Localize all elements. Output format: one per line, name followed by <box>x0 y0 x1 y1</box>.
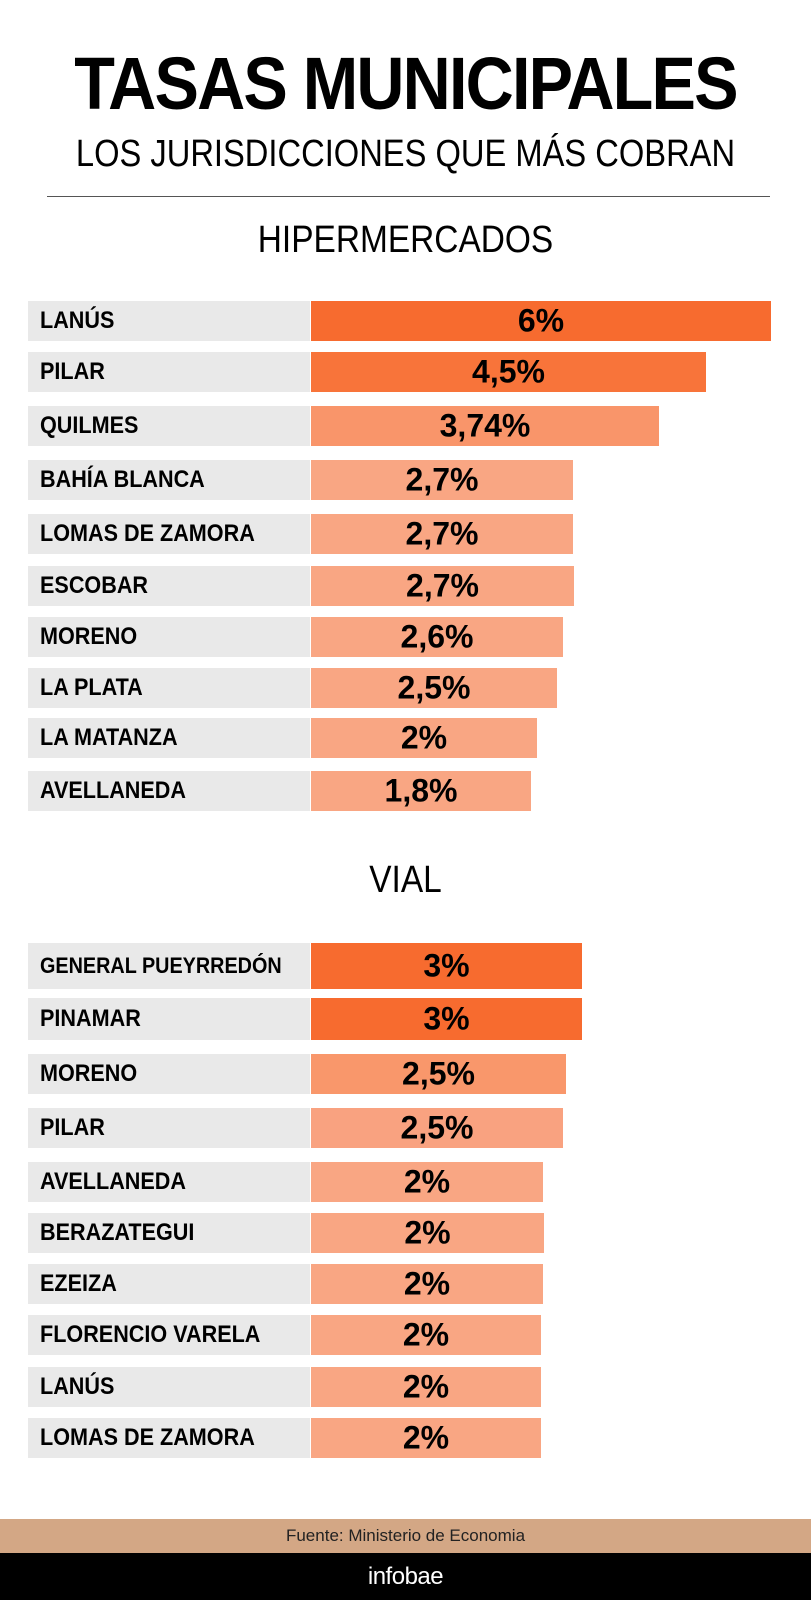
value-bar: 2,6% <box>311 617 563 657</box>
value-label: 2% <box>402 1316 450 1353</box>
value-label: 2,5% <box>402 1055 475 1092</box>
value-label: 6% <box>517 302 565 339</box>
category-label: ESCOBAR <box>40 572 149 599</box>
value-label: 2% <box>404 1214 451 1251</box>
category-label: PILAR <box>40 358 105 385</box>
value-label: 2,6% <box>400 618 474 655</box>
value-bar: 2% <box>311 1418 541 1458</box>
category-label-box: BERAZATEGUI <box>28 1213 310 1253</box>
value-label: 2,7% <box>405 515 479 552</box>
category-label-box: PINAMAR <box>28 998 310 1040</box>
value-bar: 2,5% <box>311 668 557 708</box>
value-label: 2% <box>400 719 448 756</box>
category-label-box: BAHÍA BLANCA <box>28 460 310 500</box>
value-label: 1,8% <box>384 772 458 809</box>
category-label: FLORENCIO VARELA <box>40 1321 261 1348</box>
category-label-box: EZEIZA <box>28 1264 310 1304</box>
category-label-box: MORENO <box>28 617 310 657</box>
value-bar: 2% <box>311 718 537 758</box>
category-label-box: MORENO <box>28 1054 310 1094</box>
category-label: AVELLANEDA <box>40 1168 187 1195</box>
value-label: 2,5% <box>397 669 471 706</box>
category-label-box: LOMAS DE ZAMORA <box>28 1418 310 1458</box>
value-label: 2% <box>402 1419 450 1456</box>
value-bar: 2,5% <box>311 1108 563 1148</box>
category-label-box: LANÚS <box>28 1367 310 1407</box>
value-label: 2% <box>403 1265 451 1302</box>
section-title-vial: VIAL <box>369 859 442 901</box>
category-label-box: LOMAS DE ZAMORA <box>28 514 310 554</box>
category-label: BAHÍA BLANCA <box>40 466 205 493</box>
value-label: 3% <box>423 1000 470 1037</box>
source-note: Fuente: Ministerio de Economia <box>0 1519 811 1553</box>
value-bar: 2% <box>311 1315 541 1355</box>
value-bar: 2,7% <box>311 514 573 554</box>
category-label-box: ESCOBAR <box>28 566 310 606</box>
title-divider <box>47 196 770 197</box>
category-label-box: LA PLATA <box>28 668 310 708</box>
category-label-box: FLORENCIO VARELA <box>28 1315 310 1355</box>
value-bar: 3% <box>311 943 582 989</box>
value-bar: 2% <box>311 1162 543 1202</box>
category-label: EZEIZA <box>40 1270 117 1297</box>
value-bar: 1,8% <box>311 771 531 811</box>
category-label-box: QUILMES <box>28 406 310 446</box>
category-label: LOMAS DE ZAMORA <box>40 1424 255 1451</box>
category-label-box: LANÚS <box>28 301 310 341</box>
category-label: PINAMAR <box>40 1005 141 1032</box>
category-label: LANÚS <box>40 1373 115 1400</box>
value-bar: 3,74% <box>311 406 659 446</box>
value-bar: 6% <box>311 301 771 341</box>
value-bar: 4,5% <box>311 352 706 392</box>
value-label: 2,5% <box>400 1109 474 1146</box>
category-label: MORENO <box>40 1060 138 1087</box>
category-label: MORENO <box>40 623 138 650</box>
value-label: 4,5% <box>472 353 545 390</box>
category-label-box: AVELLANEDA <box>28 771 310 811</box>
category-label-box: AVELLANEDA <box>28 1162 310 1202</box>
value-label: 2,7% <box>405 461 479 498</box>
value-bar: 2% <box>311 1367 541 1407</box>
brand-logo: infobae <box>0 1553 811 1600</box>
category-label: BERAZATEGUI <box>40 1219 195 1246</box>
value-label: 2% <box>403 1163 451 1200</box>
value-label: 3,74% <box>439 407 531 444</box>
category-label: LOMAS DE ZAMORA <box>40 520 255 547</box>
value-bar: 2% <box>311 1213 544 1253</box>
section-title-hipermercados: HIPERMERCADOS <box>257 219 554 261</box>
value-label: 3% <box>423 947 470 984</box>
category-label: GENERAL PUEYRREDÓN <box>40 953 282 978</box>
value-label: 2% <box>402 1368 450 1405</box>
value-bar: 2,5% <box>311 1054 566 1094</box>
value-bar: 3% <box>311 998 582 1040</box>
value-bar: 2,7% <box>311 460 573 500</box>
category-label-box: LA MATANZA <box>28 718 310 758</box>
page-subtitle: LOS JURISDICCIONES QUE MÁS COBRAN <box>75 133 736 175</box>
page-title: TASAS MUNICIPALES <box>74 42 738 125</box>
category-label: AVELLANEDA <box>40 777 187 804</box>
category-label: PILAR <box>40 1114 105 1141</box>
value-label: 2,7% <box>406 567 479 604</box>
category-label: LA MATANZA <box>40 724 178 751</box>
value-bar: 2% <box>311 1264 543 1304</box>
category-label-box: PILAR <box>28 352 310 392</box>
category-label-box: GENERAL PUEYRREDÓN <box>28 943 310 989</box>
category-label-box: PILAR <box>28 1108 310 1148</box>
value-bar: 2,7% <box>311 566 574 606</box>
category-label: LA PLATA <box>40 674 143 701</box>
category-label: QUILMES <box>40 412 139 439</box>
category-label: LANÚS <box>40 307 115 334</box>
